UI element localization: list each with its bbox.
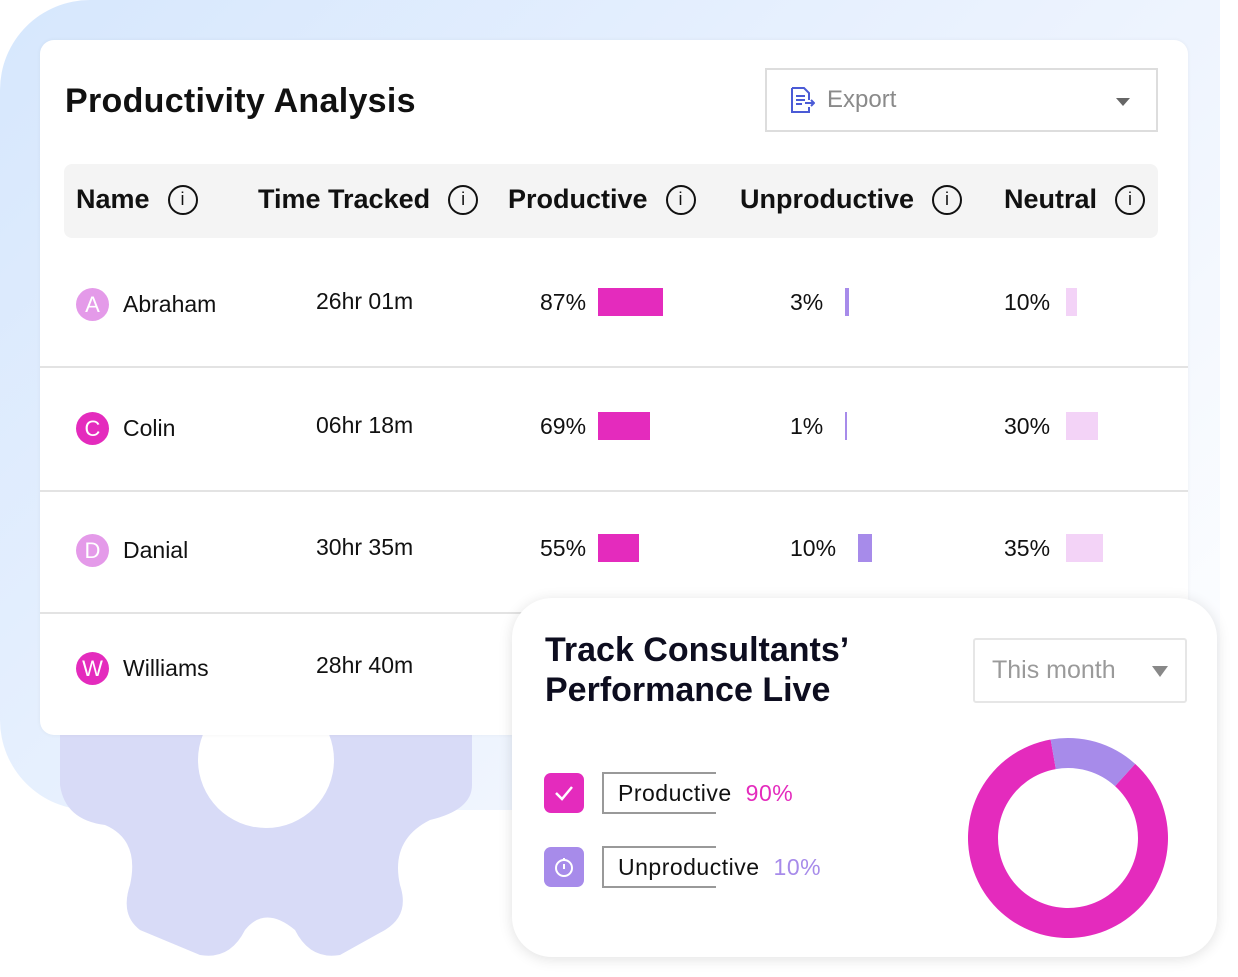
neutral-cell: 30% (1004, 412, 1099, 440)
column-header-neutral: Neutral i (1004, 184, 1146, 215)
name-cell: D Danial (76, 534, 188, 567)
name-cell: C Colin (76, 412, 175, 445)
info-icon[interactable]: i (665, 184, 696, 215)
export-label: Export (827, 86, 897, 113)
page-title: Productivity Analysis (65, 82, 416, 120)
row-divider (40, 490, 1188, 492)
info-icon[interactable]: i (932, 184, 963, 215)
popup-title: Track Consultants’ Performance Live (545, 631, 850, 709)
avatar: D (76, 534, 109, 567)
document-export-icon (791, 87, 815, 113)
stopwatch-icon (544, 847, 584, 887)
neutral-bar (1066, 534, 1104, 562)
legend-productive: Productive 90% (544, 772, 793, 814)
productive-cell: 87% (540, 288, 664, 316)
donut-chart (968, 738, 1168, 938)
chevron-down-icon (1152, 666, 1168, 677)
time-tracked-cell: 06hr 18m (316, 412, 414, 438)
unproductive-cell: 1% (790, 412, 848, 440)
check-icon (544, 773, 584, 813)
time-tracked-cell: 30hr 35m (316, 534, 414, 560)
unproductive-cell: 10% (790, 534, 873, 562)
name-cell: W Williams (76, 652, 209, 685)
productive-bar (598, 412, 651, 440)
time-tracked-cell: 26hr 01m (316, 288, 414, 314)
productive-bar (598, 534, 640, 562)
neutral-bar (1066, 412, 1099, 440)
export-dropdown[interactable]: Export (765, 68, 1158, 132)
productive-cell: 55% (540, 534, 640, 562)
table-row[interactable]: C Colin 06hr 18m 69% 1% 30% (40, 372, 1188, 492)
avatar: A (76, 288, 109, 321)
info-icon[interactable]: i (167, 184, 198, 215)
productive-bar (598, 288, 664, 316)
column-header-unproductive: Unproductive i (740, 184, 963, 215)
column-header-time-tracked: Time Tracked i (258, 184, 479, 215)
neutral-bar (1066, 288, 1078, 316)
donut-slice-productive (968, 739, 1168, 938)
chevron-down-icon (1116, 98, 1130, 106)
period-dropdown[interactable]: This month (973, 638, 1187, 703)
unproductive-bar (858, 534, 873, 562)
name-cell: A Abraham (76, 288, 216, 321)
time-tracked-cell: 28hr 40m (316, 652, 414, 678)
table-row[interactable]: A Abraham 26hr 01m 87% 3% 10% (40, 248, 1188, 368)
table-row[interactable]: D Danial 30hr 35m 55% 10% 35% (40, 494, 1188, 614)
productive-cell: 69% (540, 412, 651, 440)
performance-popup: Track Consultants’ Performance Live This … (512, 598, 1217, 957)
row-divider (40, 366, 1188, 368)
unproductive-bar (845, 288, 850, 316)
info-icon[interactable]: i (1115, 184, 1146, 215)
unproductive-cell: 3% (790, 288, 850, 316)
table-row[interactable]: W Williams 28hr 40m (40, 612, 1188, 732)
legend-value: 90% (745, 779, 794, 806)
legend-label: Productive (618, 779, 732, 806)
avatar: C (76, 412, 109, 445)
legend-value: 10% (773, 853, 822, 880)
info-icon[interactable]: i (448, 184, 479, 215)
avatar: W (76, 652, 109, 685)
neutral-cell: 35% (1004, 534, 1104, 562)
unproductive-bar (845, 412, 848, 440)
neutral-cell: 10% (1004, 288, 1078, 316)
column-header-productive: Productive i (508, 184, 696, 215)
donut-slice-unproductive (1050, 738, 1136, 787)
legend-unproductive: Unproductive 10% (544, 846, 821, 888)
table-header: Name i Time Tracked i Productive i Unproduc… (64, 164, 1158, 238)
legend-label: Unproductive (618, 853, 760, 880)
column-header-name: Name i (76, 184, 198, 215)
